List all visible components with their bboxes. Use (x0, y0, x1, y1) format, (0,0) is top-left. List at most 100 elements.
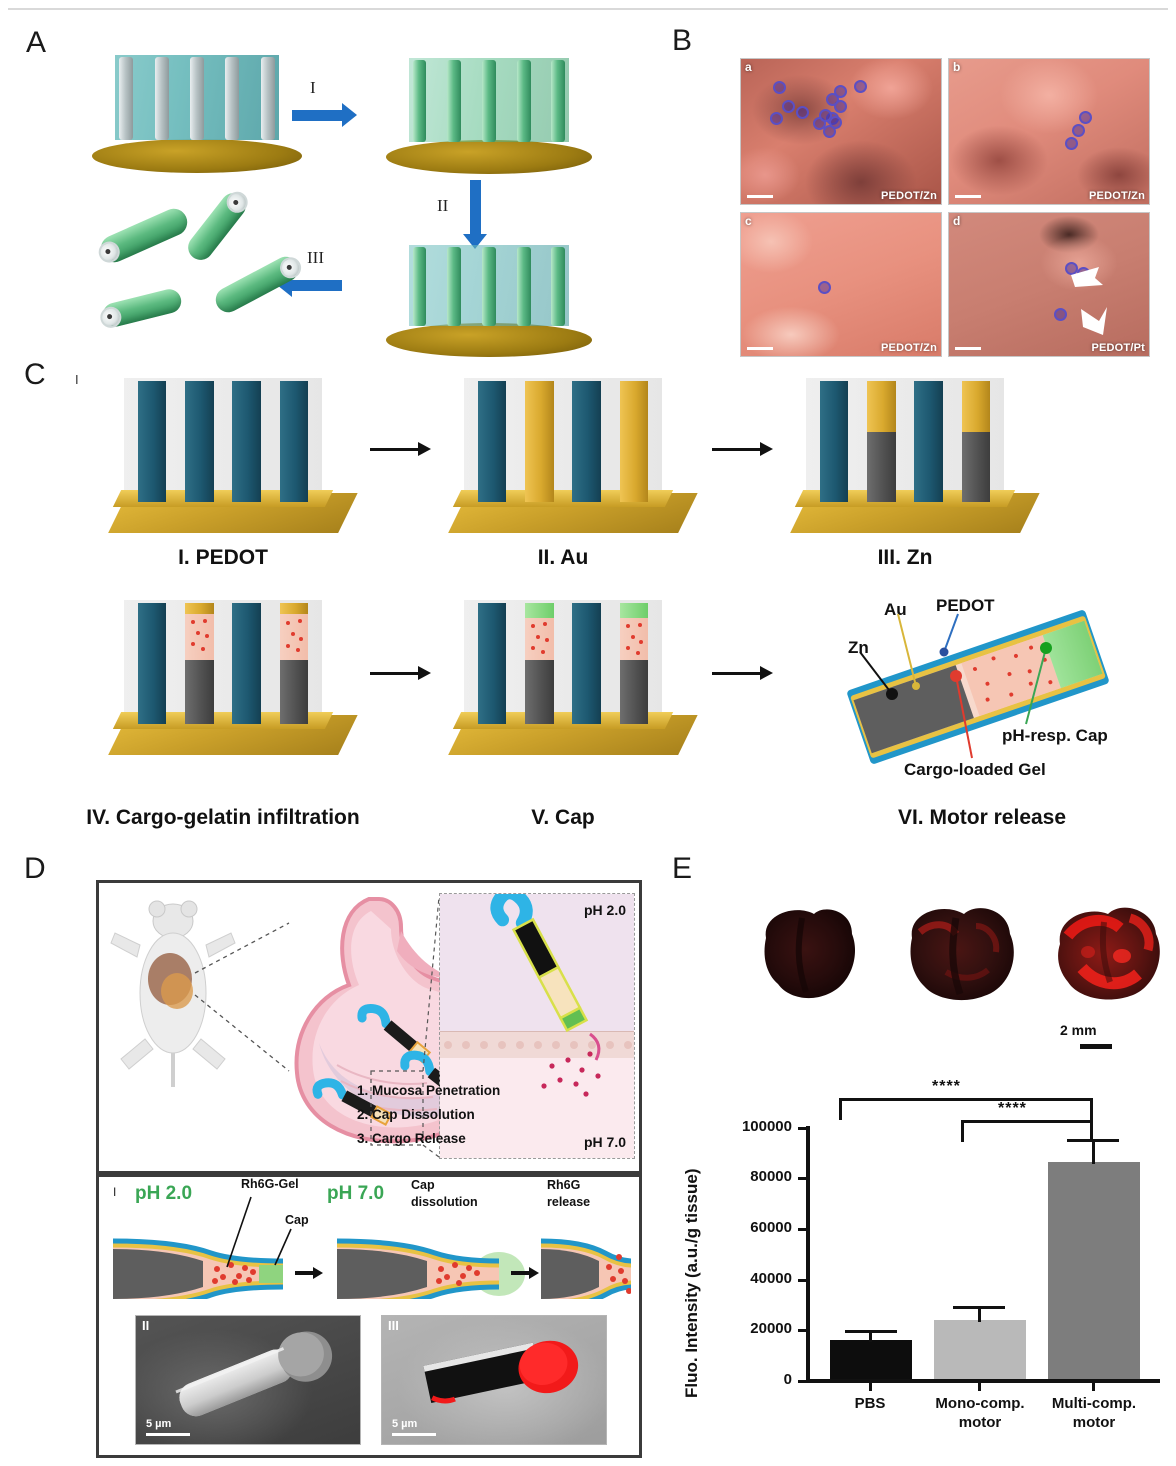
nanowire (572, 381, 601, 502)
label-zn: Zn (848, 638, 869, 657)
significance-stars-1: **** (932, 1078, 961, 1095)
motor-end-cap (222, 187, 252, 218)
x-tick-multi (1092, 1383, 1095, 1391)
pore (119, 57, 134, 140)
tissue-background (741, 213, 941, 356)
fluorescence-bar-chart: Fluo. Intensity (a.u./g tissue) 100000 8… (660, 1078, 1160, 1466)
released-motor (98, 286, 184, 331)
nanowire (482, 247, 496, 326)
released-motor (183, 187, 252, 265)
nanowire-array (412, 60, 566, 142)
arrow-step-ii (463, 180, 487, 249)
mucosa-zoom-inset: pH 2.0 pH 7.0 (439, 893, 635, 1159)
sublabel-b: b (953, 60, 961, 74)
nanowire (551, 247, 566, 326)
nanowire (232, 603, 261, 724)
rh6g-release-label: Rh6G release (547, 1177, 590, 1211)
motor-marker (829, 116, 842, 129)
wire-row (469, 603, 658, 724)
nanowire (279, 603, 308, 724)
nanowire (138, 603, 167, 724)
ph-label-neutral: pH 7.0 (583, 1134, 626, 1150)
tissue-background (949, 213, 1149, 356)
motor-marker (782, 100, 795, 113)
arrow-step-i (292, 103, 357, 127)
step-number-i: I (310, 78, 316, 97)
nanowire (914, 381, 943, 502)
bar-mono-comp (934, 1320, 1026, 1379)
label-ph-cap: pH-resp. Cap (1002, 726, 1108, 745)
nanowire (619, 381, 648, 502)
nanowire (232, 381, 261, 502)
sem-marker-ii: II (142, 1318, 150, 1333)
x-label-mono-line2: motor (958, 1414, 1002, 1431)
micrograph-caption: PEDOT/Zn (881, 190, 937, 202)
y-tick-80000: 80000 (750, 1168, 792, 1185)
label-au: Au (884, 600, 907, 619)
y-tick-20000: 20000 (750, 1320, 792, 1337)
invivo-mechanism-box: pH 2.0 pH 7.0 1. Mucosa Penetration 2. C… (96, 880, 642, 1174)
y-tick-100000: 100000 (741, 1118, 792, 1135)
leader-lines (859, 613, 1052, 759)
arrowhead-icon (1081, 307, 1107, 335)
errorbar-cap-multi (1067, 1139, 1119, 1142)
panel-label-e: E (672, 852, 693, 885)
motor-end-cap (276, 253, 305, 282)
array-step-cap (448, 600, 698, 755)
nanowire (478, 381, 507, 502)
ph-label-acidic: pH 2.0 (583, 902, 626, 918)
micrograph-b: b PEDOT/Zn (948, 58, 1150, 205)
release-marker: I (113, 1185, 117, 1199)
arrow-c4 (712, 666, 773, 680)
x-label-multi-comp: Multi-comp. motor (1038, 1394, 1150, 1432)
scale-bar-line (1080, 1044, 1112, 1049)
cap-dissolution-label: Cap dissolution (411, 1177, 478, 1211)
step-caption-au: II. Au (537, 546, 589, 569)
y-tick-60000: 60000 (750, 1219, 792, 1236)
arrow-c1 (370, 442, 431, 456)
motor-end-cap (95, 238, 124, 266)
step-caption-cap: V. Cap (531, 806, 595, 829)
step-caption-cargo: IV. Cargo-gelatin infiltration (86, 806, 360, 829)
errorbar-cap-mono (953, 1306, 1005, 1309)
rh6g-release-line2: release (547, 1195, 591, 1209)
array-step-pedot (108, 378, 358, 533)
step-number-iii: III (307, 248, 324, 267)
nanowire (525, 603, 554, 724)
panel-label-b: B (672, 24, 693, 57)
scale-bar (747, 195, 773, 198)
nanowire (867, 381, 896, 502)
motor-marker (773, 81, 786, 94)
mechanism-step-1: 1. Mucosa Penetration (357, 1083, 501, 1098)
x-tick-mono (978, 1383, 981, 1391)
nanowire (516, 247, 531, 326)
tick-mark (798, 1228, 807, 1231)
template-porous (92, 55, 302, 173)
motor-marker (826, 93, 839, 106)
callout-lines (194, 896, 440, 1158)
wire-row (129, 381, 318, 502)
tick-mark (798, 1329, 807, 1332)
motor-marker (1079, 111, 1092, 124)
x-label-mono-comp: Mono-comp. motor (922, 1394, 1038, 1432)
array-step-cargo (108, 600, 358, 755)
nanowire (525, 381, 554, 502)
label-pedot: PEDOT (936, 596, 995, 615)
nanowire-array (412, 247, 566, 326)
sem-scale-bar-iii (392, 1433, 436, 1436)
motor-marker (854, 80, 867, 93)
array-step-zn (790, 378, 1040, 533)
penetrating-motor (490, 894, 601, 1097)
scale-bar (747, 347, 773, 350)
mechanism-step-2: 2. Cap Dissolution (357, 1107, 475, 1122)
x-label-multi-line2: motor (1072, 1414, 1116, 1431)
micrograph-d: d PEDOT/Pt (948, 212, 1150, 357)
arrow-c2 (712, 442, 773, 456)
step-caption-release: VI. Motor release (897, 806, 1067, 829)
x-axis (806, 1379, 1160, 1383)
errorbar-cap-pbs (845, 1330, 897, 1333)
mouse-illustration (110, 900, 236, 1087)
motor-marker (1072, 124, 1085, 137)
rh6g-gel-label: Rh6G-Gel (241, 1177, 299, 1191)
nanowire (820, 381, 849, 502)
